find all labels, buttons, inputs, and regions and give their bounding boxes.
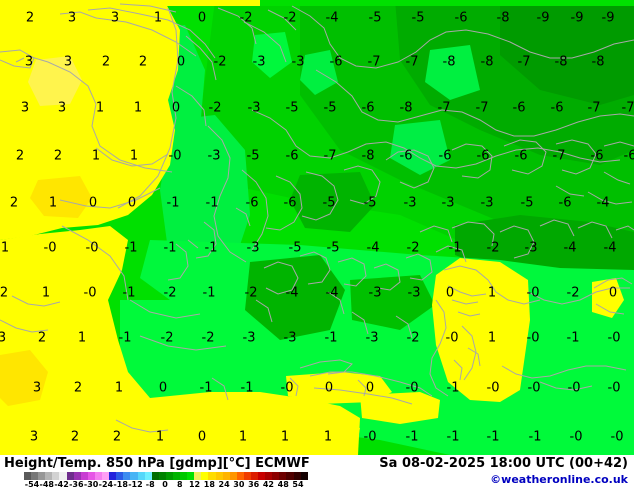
color-scale-tick-label: -8 (145, 480, 155, 489)
color-scale-swatch (300, 472, 308, 480)
color-scale-swatch (102, 472, 110, 480)
color-scale-swatch (194, 472, 202, 480)
band-lightgreen-west (160, 115, 250, 275)
color-scale-swatch (180, 472, 188, 480)
chart-footer: Height/Temp. 850 hPa [gdmp][°C] ECMWF Sa… (0, 455, 634, 490)
color-scale-tick-label: 8 (176, 480, 183, 489)
color-scale-tick-label: -48 (39, 480, 54, 489)
color-scale-swatch (251, 472, 259, 480)
color-scale-swatch (123, 472, 131, 480)
color-scale-tick-label: 12 (188, 480, 201, 489)
color-scale-swatch (87, 472, 95, 480)
color-scale-swatch (243, 472, 251, 480)
color-scale-swatch (201, 472, 209, 480)
color-scale-swatch (144, 472, 152, 480)
color-scale-swatch (80, 472, 88, 480)
color-scale-swatch (130, 472, 138, 480)
region-yellow-bottom-strip (360, 392, 440, 424)
strip-top-yellow (0, 0, 260, 6)
color-scale-swatch (172, 472, 181, 480)
region-yellow-east-island (432, 258, 530, 402)
band-green-patch-dark-e (350, 275, 435, 330)
band-lightgreen-patch4 (390, 120, 450, 175)
color-scale-tick-label: 48 (277, 480, 289, 489)
color-scale-swatch (293, 472, 301, 480)
color-scale-tick-label: 0 (162, 480, 168, 489)
color-scale-swatch (137, 472, 145, 480)
color-scale-swatch (31, 472, 39, 480)
color-scale-swatch (24, 472, 32, 480)
color-scale-swatch (73, 472, 81, 480)
color-scale-swatch (229, 472, 237, 480)
chart-valid-time: Sa 08-02-2025 18:00 UTC (00+42) (379, 456, 628, 471)
band-green-patch-dark-c (290, 172, 375, 232)
color-scale-swatch (66, 472, 74, 480)
region-yellow-core-2 (0, 350, 48, 406)
region-yellow-tongue (148, 392, 360, 455)
color-scale-swatch (158, 472, 166, 480)
map-temperature-field (0, 0, 634, 455)
color-scale-tick-label: -12 (128, 480, 143, 489)
color-scale-swatch (94, 472, 103, 480)
chart-title: Height/Temp. 850 hPa [gdmp][°C] ECMWF (4, 456, 310, 471)
color-scale-legend: -54 -48 -42 -36 -30 -24 -18 -12 -8 0 8 12 18 24 30 36 42… (24, 472, 308, 489)
color-scale-swatch (59, 472, 67, 480)
color-scale-swatch (236, 472, 244, 480)
color-scale-swatch (208, 472, 216, 480)
color-scale-tick-label: -36 (69, 480, 84, 489)
region-yellow-core-3 (28, 56, 82, 106)
coastlines (0, 3, 634, 433)
weather-map-canvas[interactable]: 2 3 3 1 0 -2 -2 -4 -5 -5 -6 -8 -9 -9 -9 3 3 2 2 0 -2 -3 -3 -6 -7… (0, 0, 634, 455)
color-scale-tick-label: -24 (98, 480, 114, 489)
color-scale-tick-label: -30 (83, 480, 99, 489)
color-scale-tick-label: -42 (54, 480, 69, 489)
color-scale-tick-label: 42 (262, 480, 275, 489)
color-scale-swatch (258, 472, 266, 480)
region-yellow-core-1 (30, 176, 92, 218)
color-scale-swatch (151, 472, 159, 480)
region-yellow-southwest (0, 226, 360, 455)
color-scale-tick-label: -18 (113, 480, 128, 489)
band-lightgreen-patch3 (425, 45, 480, 100)
color-scale-swatch (45, 472, 53, 480)
band-green-minus9 (500, 0, 634, 105)
color-scale-swatch (52, 472, 60, 480)
band-lightgreen-patch2 (300, 50, 338, 95)
strip-top-green (260, 0, 634, 6)
color-scale-swatch (165, 472, 173, 480)
color-scale-swatch (222, 472, 230, 480)
color-scale-swatch (38, 472, 46, 480)
color-scale-swatch (279, 472, 287, 480)
color-scale-swatch (215, 472, 223, 480)
color-scale-ticks: -54 -48 -42 -36 -30 -24 -18 -12 -8 0 8 12 18 24 30 36 42… (24, 480, 308, 489)
color-scale-tick-label: 18 (203, 480, 215, 489)
color-scale-swatch (265, 472, 273, 480)
color-scale-tick-label: 30 (233, 480, 245, 489)
chart-credit-link[interactable]: ©weatheronline.co.uk (490, 473, 628, 486)
color-scale-swatch (187, 472, 195, 480)
color-scale-tick-label: 36 (248, 480, 260, 489)
color-scale-swatch (272, 472, 280, 480)
color-scale-swatch (109, 472, 117, 480)
region-yellow-crete-band (286, 372, 392, 404)
color-scale-tick-label: 54 (292, 480, 304, 489)
color-scale-swatch (116, 472, 124, 480)
color-scale-tick-label: 24 (218, 480, 230, 489)
band-green-patch-dark-d (245, 255, 345, 340)
band-lightgreen-patch1 (252, 32, 292, 78)
color-scale-tick-label: -54 (24, 480, 40, 489)
color-scale-swatch (286, 472, 294, 480)
color-scale-bar (24, 472, 308, 480)
